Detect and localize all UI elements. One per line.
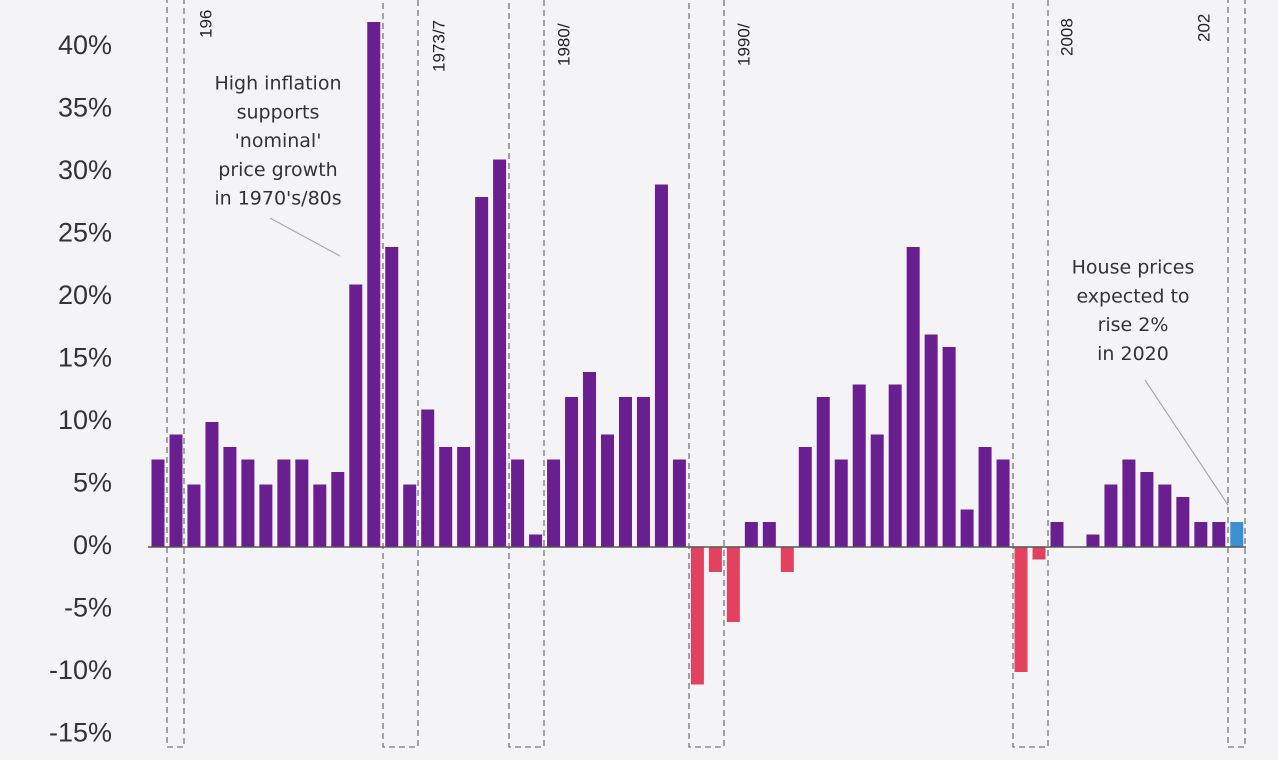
bar [1122,459,1136,547]
bar [475,197,489,547]
bar [493,159,507,547]
bar [996,459,1010,547]
bar [690,547,704,685]
bar [888,384,902,547]
period-box [382,0,419,748]
bar [1086,534,1100,547]
bar [367,22,381,547]
bar [636,397,650,547]
y-tick-label: 5% [73,468,112,498]
bar [295,459,309,547]
bar [762,522,776,547]
y-tick-label: -15% [49,718,112,748]
period-label: 2008 [1057,18,1076,56]
period-box [1227,0,1246,748]
y-tick-label: -10% [49,655,112,685]
bar [708,547,722,572]
annotation: 'nominal' [235,130,322,152]
bar [403,484,417,547]
y-tick-label: 15% [58,343,112,373]
annotation: rise 2% [1098,314,1169,336]
bar [1140,472,1154,547]
recession-boxes [166,0,1246,748]
y-tick-label: 40% [58,30,112,60]
bar [205,422,219,547]
bar [726,547,740,622]
annotation: House prices [1072,257,1195,279]
annotation: High inflation [214,73,341,95]
y-tick-label: 0% [73,530,112,560]
annotation: in 1970's/80s [214,188,341,210]
bar [1176,497,1190,547]
annotation-arrow [1144,379,1229,506]
bar [924,334,938,547]
period-label: 1973/7 [429,20,448,72]
bar [1230,522,1244,547]
bar [834,459,848,547]
annotation: in 2020 [1097,343,1169,365]
bar [583,372,597,547]
bar [565,397,579,547]
bar [1014,547,1028,672]
bar [1032,547,1046,560]
period-box [688,0,725,748]
period-box [1012,0,1049,748]
bar [1050,522,1064,547]
y-tick-label: 30% [58,155,112,185]
bar [601,434,614,547]
bar [654,184,668,547]
bar [511,459,525,547]
y-tick-label: 10% [58,405,112,435]
bar [744,522,758,547]
bar [223,447,237,547]
y-tick-label: 20% [58,280,112,310]
bar [241,459,255,547]
bar [618,397,632,547]
bar [960,509,974,547]
bar [1104,484,1118,547]
bar [870,434,884,547]
annotation: supports [237,101,320,123]
bar [313,484,327,547]
bar [1194,522,1208,547]
bar [780,547,794,572]
period-box [166,0,185,748]
bar [547,459,561,547]
bar [906,247,920,547]
bar [421,409,435,547]
bar [259,484,273,547]
bar [187,484,201,547]
bar [672,459,686,547]
bar [457,447,471,547]
bar [816,397,830,547]
bar [852,384,866,547]
period-label: 196 [196,10,215,38]
bar [151,459,165,547]
bar [331,472,345,547]
bar [978,447,992,547]
period-box [508,0,545,748]
y-tick-label: 25% [58,218,112,248]
bar [798,447,812,547]
bar [439,447,453,547]
bar [349,284,363,547]
annotation: expected to [1076,285,1189,307]
period-label: 1990/ [734,23,753,66]
annotation: price growth [218,159,337,181]
bar [1212,522,1226,547]
bar [529,534,543,547]
bar [169,434,183,547]
bar [942,347,956,547]
bar [385,247,399,547]
bar [277,459,291,547]
y-tick-label: -5% [64,593,112,623]
period-label: 202 [1194,14,1213,42]
bar [1158,484,1172,547]
period-label: 1980/ [554,23,573,66]
annotation-arrow [269,217,341,257]
y-tick-label: 35% [58,93,112,123]
